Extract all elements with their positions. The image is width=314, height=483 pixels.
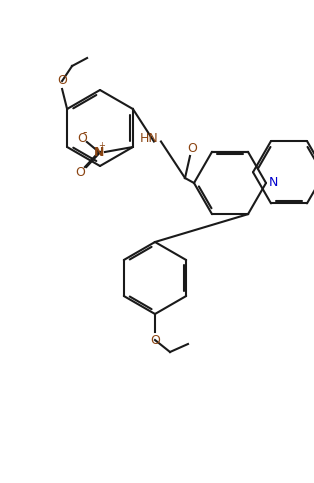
- Text: HN: HN: [140, 132, 158, 145]
- Text: O: O: [57, 74, 67, 87]
- Text: N: N: [94, 145, 104, 158]
- Text: O: O: [150, 333, 160, 346]
- Text: +: +: [99, 142, 105, 151]
- Text: O: O: [77, 132, 87, 145]
- Text: O: O: [187, 142, 197, 155]
- Text: O: O: [75, 166, 85, 179]
- Text: -: -: [83, 127, 87, 140]
- Text: N: N: [268, 176, 278, 189]
